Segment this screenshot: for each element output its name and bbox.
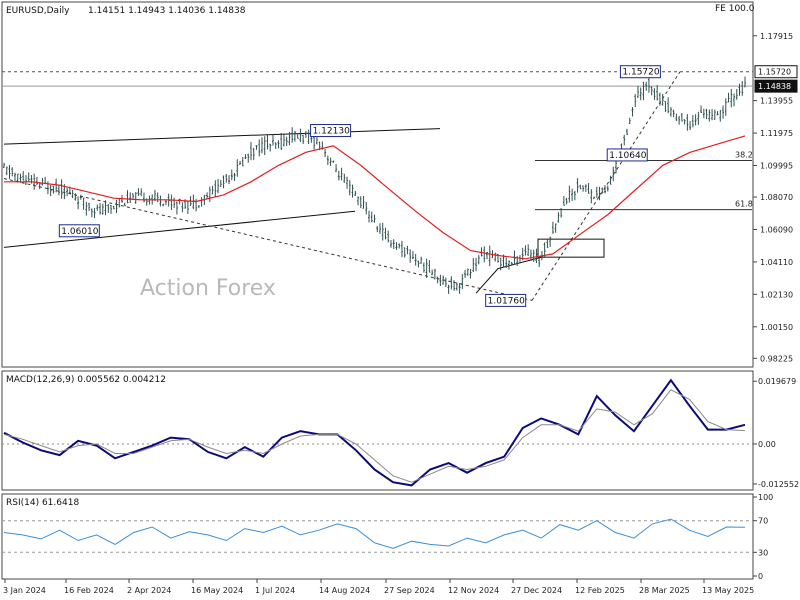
rsi-tick-label: 100 (758, 493, 773, 502)
macd-layer (2, 378, 753, 487)
projection-line (3, 178, 533, 301)
macd-panel-frame (1, 370, 754, 491)
date-tick-label: 1 Jul 2024 (255, 586, 295, 595)
date-tick-label: 16 Feb 2024 (64, 586, 114, 595)
moving-average-line (4, 135, 746, 260)
date-tick-label: 16 May 2024 (191, 586, 243, 595)
signal-line (3, 389, 746, 483)
consolidation-box (537, 238, 605, 258)
annotation-label: 1.12130 (313, 127, 350, 137)
fib-label: 38.2 (735, 151, 753, 160)
watermark-text: Action Forex (140, 276, 276, 301)
y-tick-label: 1.17915 (760, 32, 793, 41)
price-layer: 38.2 61.8 1.12130 1.06010 1.01760 1.10640 1.15… (2, 65, 753, 307)
date-tick-label: 27 Dec 2024 (511, 586, 562, 595)
date-tick-label: 27 Sep 2024 (384, 586, 435, 595)
fe-line (531, 71, 681, 301)
price-marker-label: 1.14838 (758, 82, 791, 91)
date-tick-label: 14 Aug 2024 (319, 586, 370, 595)
y-tick-label: 1.08070 (760, 193, 793, 202)
ohlc-label: 1.14151 1.14943 1.14036 1.14838 (88, 6, 246, 16)
y-tick-label: 1.04110 (760, 258, 793, 267)
fe-label: FE 100.0 (715, 4, 755, 14)
price-marker-label: 1.15720 (758, 68, 791, 77)
y-tick-label: 0.98225 (760, 354, 793, 363)
y-tick-label: 1.02130 (760, 290, 793, 299)
annotation-box (58, 224, 100, 238)
symbol-label: EURUSD,Daily (6, 6, 70, 16)
date-tick-label: 13 May 2025 (702, 586, 754, 595)
rsi-tick-label: 0 (758, 572, 763, 581)
annotation-box (619, 65, 661, 79)
axis-layer: 1.15720 1.14838 1.17915 1.13955 1.11975 1.099… (3, 32, 799, 595)
rsi-layer (2, 518, 753, 553)
y-tick-label: 1.00150 (760, 323, 793, 332)
price-panel-frame (1, 1, 754, 368)
upper-trendline (3, 128, 441, 145)
y-tick-label: 1.09995 (760, 162, 793, 171)
annotation-box (606, 148, 648, 162)
date-tick-label: 2 Apr 2024 (127, 586, 171, 595)
price-marker-box (754, 65, 798, 79)
fib-label: 61.8 (735, 200, 753, 209)
lower-trendline (3, 210, 356, 248)
date-tick-label: 28 Mar 2025 (639, 586, 690, 595)
date-tick-label: 12 Feb 2025 (575, 586, 625, 595)
y-tick-label: 1.11975 (760, 129, 793, 138)
annotation-label: 1.10640 (609, 151, 646, 161)
rsi-line (3, 518, 746, 549)
macd-tick-label: 0.019679 (758, 377, 796, 386)
rsi-tick-label: 30 (758, 548, 768, 557)
y-tick-label: 1.06090 (760, 225, 793, 234)
annotation-label: 1.15720 (622, 68, 659, 78)
macd-title: MACD(12,26,9) 0.005562 0.004212 (6, 375, 166, 385)
date-tick-label: 12 Nov 2024 (448, 586, 499, 595)
macd-line (3, 378, 746, 487)
price-marker-box (754, 79, 798, 93)
rsi-tick-label: 70 (758, 517, 768, 526)
annotation-label: 1.01760 (488, 296, 525, 306)
y-tick-label: 1.13955 (760, 97, 793, 106)
rsi-title: RSI(14) 61.6418 (6, 498, 79, 508)
macd-tick-label: -0.012552 (758, 480, 799, 489)
date-tick-label: 3 Jan 2024 (3, 586, 46, 595)
triangle-lines (475, 256, 543, 294)
annotation-box (310, 124, 352, 138)
annotation-label: 1.06010 (61, 227, 98, 237)
rsi-panel-frame (1, 493, 754, 580)
macd-tick-label: 0.00 (758, 440, 776, 449)
annotation-box (485, 293, 527, 307)
